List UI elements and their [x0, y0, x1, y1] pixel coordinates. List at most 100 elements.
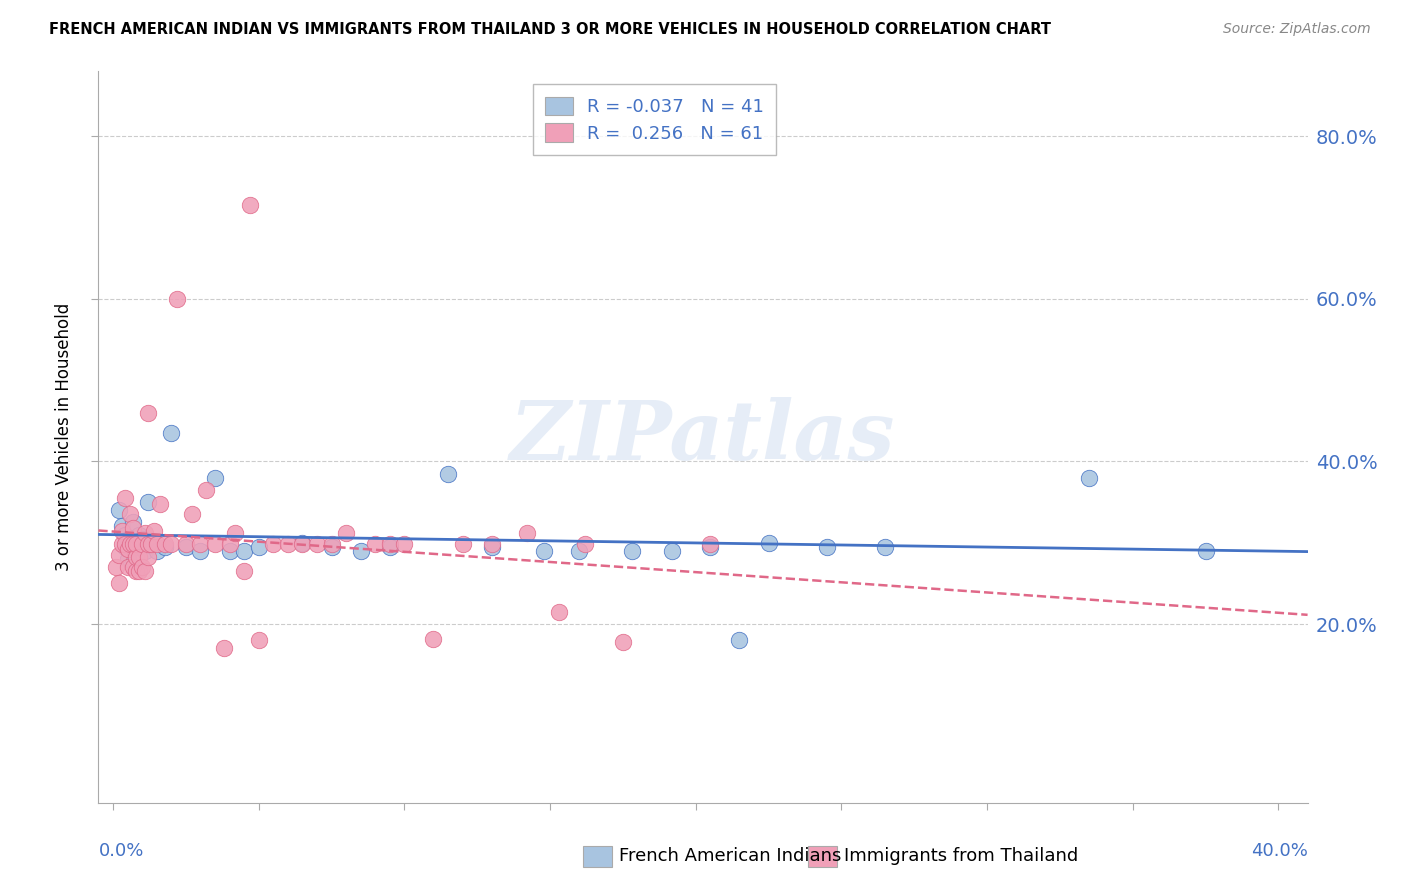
Point: [661, 544, 683, 558]
Point: [122, 521, 145, 535]
Point: [212, 641, 235, 656]
Text: French American Indians: French American Indians: [619, 847, 841, 865]
Point: [394, 537, 416, 551]
Point: [321, 540, 343, 554]
Point: [120, 540, 142, 554]
Point: [291, 535, 314, 549]
Point: [875, 540, 897, 554]
Point: [155, 537, 177, 551]
Point: [120, 537, 142, 551]
Point: [481, 537, 503, 551]
Point: [131, 560, 153, 574]
Point: [364, 537, 387, 551]
Point: [247, 540, 270, 554]
Point: [117, 532, 139, 546]
Point: [104, 560, 127, 574]
Point: [136, 495, 159, 509]
Point: [568, 544, 591, 558]
Text: 40.0%: 40.0%: [1251, 842, 1308, 860]
Point: [134, 526, 156, 541]
Point: [247, 633, 270, 648]
Point: [149, 497, 172, 511]
Point: [291, 537, 314, 551]
Point: [131, 532, 153, 546]
Point: [422, 632, 444, 646]
Point: [128, 550, 150, 565]
Point: [699, 537, 721, 551]
Point: [699, 540, 721, 554]
Point: [728, 633, 751, 648]
Point: [190, 544, 212, 558]
Point: [142, 524, 165, 538]
Point: [620, 544, 643, 558]
Point: [111, 524, 134, 538]
Point: [122, 537, 145, 551]
Point: [134, 544, 156, 558]
Point: [180, 508, 202, 522]
Point: [378, 537, 401, 551]
Point: [612, 635, 634, 649]
Point: [131, 537, 153, 551]
Point: [111, 519, 134, 533]
Point: [166, 292, 188, 306]
Point: [204, 537, 226, 551]
Point: [262, 537, 284, 551]
Point: [128, 527, 150, 541]
Point: [160, 425, 183, 440]
Point: [574, 537, 596, 551]
Point: [758, 535, 780, 549]
Point: [218, 544, 240, 558]
Point: [125, 537, 148, 551]
Point: [128, 564, 150, 578]
Point: [204, 471, 226, 485]
Point: [117, 542, 139, 557]
Point: [114, 537, 136, 551]
Point: [815, 540, 838, 554]
Point: [233, 564, 256, 578]
Point: [122, 560, 145, 574]
Point: [277, 537, 299, 551]
Text: ZIPatlas: ZIPatlas: [510, 397, 896, 477]
Point: [108, 576, 131, 591]
Point: [533, 544, 555, 558]
Point: [547, 605, 569, 619]
Point: [437, 467, 460, 481]
Point: [155, 540, 177, 554]
Point: [145, 544, 167, 558]
Point: [239, 198, 262, 212]
Text: Source: ZipAtlas.com: Source: ZipAtlas.com: [1223, 22, 1371, 37]
Point: [481, 540, 503, 554]
Point: [350, 544, 373, 558]
Point: [451, 537, 474, 551]
Point: [378, 540, 401, 554]
Point: [122, 516, 145, 530]
Point: [117, 560, 139, 574]
Point: [516, 526, 538, 541]
Point: [131, 540, 153, 554]
Point: [145, 537, 167, 551]
Point: [190, 537, 212, 551]
Text: 0.0%: 0.0%: [98, 842, 143, 860]
Point: [111, 537, 134, 551]
Point: [321, 537, 343, 551]
Point: [218, 537, 240, 551]
Point: [125, 564, 148, 578]
Point: [114, 527, 136, 541]
Point: [136, 406, 159, 420]
Point: [114, 540, 136, 554]
Point: [120, 508, 142, 522]
Point: [335, 526, 357, 541]
Point: [136, 550, 159, 565]
Point: [305, 537, 328, 551]
Legend: R = -0.037   N = 41, R =  0.256   N = 61: R = -0.037 N = 41, R = 0.256 N = 61: [533, 84, 776, 155]
Point: [160, 537, 183, 551]
Point: [125, 540, 148, 554]
Point: [117, 552, 139, 566]
Point: [134, 564, 156, 578]
Point: [233, 544, 256, 558]
Point: [224, 526, 246, 541]
Point: [139, 537, 162, 551]
Point: [174, 537, 197, 551]
Text: FRENCH AMERICAN INDIAN VS IMMIGRANTS FROM THAILAND 3 OR MORE VEHICLES IN HOUSEHO: FRENCH AMERICAN INDIAN VS IMMIGRANTS FRO…: [49, 22, 1052, 37]
Point: [1194, 544, 1216, 558]
